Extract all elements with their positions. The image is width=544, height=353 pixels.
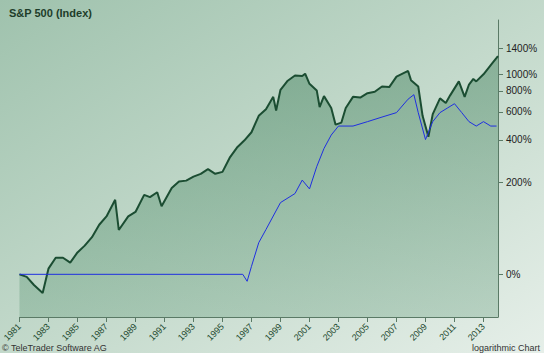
svg-text:1999: 1999: [263, 321, 284, 342]
svg-text:2013: 2013: [466, 321, 487, 342]
svg-text:2011: 2011: [437, 321, 458, 342]
svg-text:600%: 600%: [506, 106, 532, 117]
svg-text:200%: 200%: [506, 177, 532, 188]
svg-text:1000%: 1000%: [506, 69, 537, 80]
svg-text:1997: 1997: [234, 321, 255, 342]
svg-text:1400%: 1400%: [506, 43, 537, 54]
svg-text:2003: 2003: [321, 321, 342, 342]
svg-text:2001: 2001: [292, 321, 313, 342]
svg-text:S&P 500 (Index): S&P 500 (Index): [9, 7, 92, 19]
svg-text:2009: 2009: [408, 321, 429, 342]
svg-text:logarithmic Chart: logarithmic Chart: [472, 343, 541, 353]
svg-text:1981: 1981: [2, 321, 23, 342]
svg-text:1995: 1995: [205, 321, 226, 342]
svg-text:1993: 1993: [176, 321, 197, 342]
svg-text:800%: 800%: [506, 85, 532, 96]
svg-text:1987: 1987: [89, 321, 110, 342]
svg-text:1989: 1989: [118, 321, 139, 342]
svg-text:2005: 2005: [350, 321, 371, 342]
svg-text:© TeleTrader Software AG: © TeleTrader Software AG: [2, 343, 107, 353]
svg-text:0%: 0%: [506, 269, 521, 280]
svg-text:1985: 1985: [60, 321, 81, 342]
svg-text:400%: 400%: [506, 134, 532, 145]
svg-text:2007: 2007: [379, 321, 400, 342]
svg-text:1991: 1991: [147, 321, 168, 342]
svg-text:1983: 1983: [31, 321, 52, 342]
